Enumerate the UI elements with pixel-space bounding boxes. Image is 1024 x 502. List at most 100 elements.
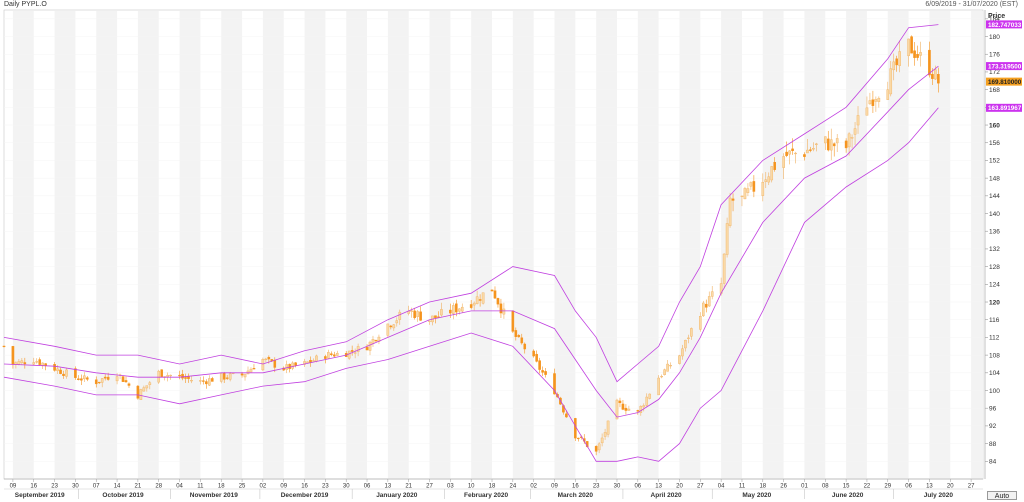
- x-tick-label: 09: [10, 484, 17, 490]
- candle: [666, 363, 669, 372]
- candle: [764, 179, 768, 182]
- auto-scale-button[interactable]: Auto: [987, 491, 1017, 500]
- candle: [169, 374, 172, 377]
- x-tick-label: 25: [239, 484, 246, 490]
- candle: [624, 407, 628, 411]
- candle: [127, 383, 131, 386]
- candle: [469, 304, 473, 308]
- week-stripe: [596, 11, 617, 479]
- candle: [850, 137, 854, 139]
- week-stripe: [846, 11, 867, 479]
- candle: [225, 377, 229, 379]
- candle: [577, 437, 580, 440]
- candle: [931, 74, 934, 79]
- candle: [684, 339, 687, 349]
- axis-currency-label: USD: [988, 21, 1003, 28]
- candle: [657, 377, 660, 396]
- candle: [347, 350, 351, 359]
- candle: [761, 181, 765, 196]
- candle: [315, 355, 318, 362]
- x-tick-label: 18: [489, 484, 496, 490]
- candle: [398, 311, 402, 320]
- candle: [395, 320, 399, 324]
- candle: [56, 368, 59, 372]
- x-tick-label: 20: [947, 484, 954, 490]
- x-tick-label: 02: [530, 484, 537, 490]
- legend-candle-row[interactable]: Cndl, PYPL.O, Trade Price: [14, 15, 248, 26]
- x-tick-label: 13: [926, 484, 933, 490]
- candle: [812, 148, 815, 150]
- candle: [928, 49, 931, 76]
- candle: [574, 418, 577, 439]
- x-tick-label: 11: [739, 484, 746, 490]
- candle: [118, 374, 122, 376]
- candle: [481, 292, 485, 304]
- candle: [690, 328, 693, 337]
- week-stripe: [96, 11, 118, 479]
- candle: [377, 336, 381, 342]
- x-tick-label: 27: [968, 484, 975, 490]
- legend-candle-title: Cndl, PYPL.O, Trade Price: [24, 18, 96, 24]
- week-stripe: [554, 11, 576, 479]
- candle: [124, 380, 128, 383]
- legend: Cndl, PYPL.O, Trade Price 16/07/2020, 16…: [14, 15, 248, 51]
- candle: [136, 385, 140, 399]
- candle: [648, 393, 652, 399]
- y-tick-label: 128: [989, 264, 1000, 271]
- legend-candle-ohlc: 16/07/2020, 169.500000, 171.240000, 166.…: [20, 25, 193, 32]
- candle: [752, 181, 756, 192]
- x-tick-label: 10: [468, 484, 475, 490]
- y-tick-label: 84: [989, 459, 997, 466]
- candle: [731, 198, 735, 201]
- candle: [919, 52, 922, 56]
- candle: [261, 359, 265, 371]
- month-label: December 2019: [281, 492, 329, 499]
- candle: [74, 368, 77, 378]
- candle: [455, 303, 458, 313]
- x-tick-label: 16: [301, 484, 308, 490]
- x-tick-label: 02: [260, 484, 267, 490]
- y-tick-label: 92: [989, 423, 997, 430]
- x-tick-label: 27: [426, 484, 433, 490]
- week-stripe: [679, 11, 701, 479]
- candle: [496, 298, 500, 305]
- candle: [246, 370, 250, 375]
- month-label: March 2020: [558, 492, 594, 499]
- x-tick-label: 18: [759, 484, 766, 490]
- candle: [865, 107, 869, 116]
- bband-upper-line: [3, 24, 939, 383]
- candle: [847, 133, 851, 148]
- legend-bband-values-text: 16/07/2020, 182.747033, 173.319500, 163.…: [20, 43, 156, 50]
- candle: [291, 362, 294, 369]
- candle: [353, 352, 357, 354]
- candle: [457, 308, 461, 312]
- candle: [645, 396, 649, 406]
- candle: [2, 345, 6, 348]
- candle: [603, 432, 607, 437]
- x-tick-label: 07: [93, 484, 100, 490]
- candle: [205, 381, 208, 385]
- candle: [565, 413, 568, 418]
- week-stripe: [471, 11, 493, 479]
- candle: [740, 195, 744, 197]
- candle: [94, 379, 98, 385]
- x-tick-label: 13: [385, 484, 392, 490]
- candle: [877, 97, 881, 102]
- series-settings-icon[interactable]: [14, 33, 22, 42]
- series-settings-icon[interactable]: [14, 15, 22, 23]
- y-tick-label: 172: [989, 69, 1000, 76]
- candle: [181, 373, 184, 379]
- candle: [794, 152, 797, 155]
- y-tick-label: 100: [989, 388, 1000, 395]
- week-stripe: [429, 11, 451, 479]
- price-badge-upper-label: 182.747033: [988, 22, 1022, 29]
- candle: [303, 361, 306, 365]
- y-tick-label: 140: [989, 211, 1000, 218]
- candle: [374, 339, 378, 342]
- candle: [621, 403, 625, 410]
- x-tick-label: 28: [155, 484, 162, 490]
- candle: [121, 376, 125, 382]
- candle: [199, 380, 202, 382]
- legend-bband-row[interactable]: BBand, PYPL.O, Trade Price(Last), 20, Si…: [14, 33, 248, 44]
